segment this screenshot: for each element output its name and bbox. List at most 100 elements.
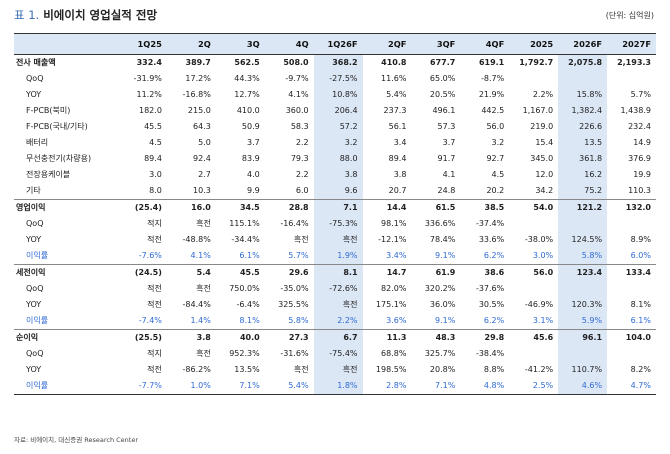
table-cell: -38.4% <box>475 349 505 358</box>
table-cell: 5.8% <box>558 248 608 265</box>
table-cell: 20.8% <box>429 365 456 374</box>
table-cell: 410.0 <box>236 106 260 115</box>
table-cell: 3.8 <box>393 170 407 179</box>
table-cell: 68.8% <box>381 349 407 358</box>
table-number: 표 1. <box>14 8 40 22</box>
table-row: 이익률 -7.6% 4.1% 6.1% 5.7% 1.9% 3.4% 9.1% 6.2% 3.0%… <box>14 248 656 265</box>
table-cell: 376.9 <box>628 154 651 163</box>
table-cell: 4.1 <box>442 170 456 179</box>
table-cell: 45.5 <box>144 122 162 131</box>
table-cell: 20.7 <box>388 186 407 195</box>
table-cell: 5.0 <box>198 138 211 147</box>
table-cell: 619.1 <box>478 58 505 67</box>
table-cell: 13.5 <box>558 135 608 151</box>
table-cell: 1,382.4 <box>558 103 608 119</box>
table-cell: 3.4 <box>393 138 407 147</box>
table-cell: 34.2 <box>535 186 554 195</box>
table-cell: 82.0% <box>381 284 407 293</box>
table-cell: 11.3 <box>362 329 412 346</box>
table-cell: 적전 <box>147 365 162 374</box>
table-cell: 48.3 <box>411 329 461 346</box>
table-row: 배터리 4.5 5.0 3.7 2.2 3.2 3.4 3.7 3.2 15.4 13.5 14.9 <box>14 135 656 151</box>
row-label: 전장용케이블 <box>26 170 71 179</box>
table-cell: 3.4% <box>386 251 407 260</box>
table-cell <box>607 281 656 297</box>
table-cell: 15.4 <box>535 138 554 147</box>
table-cell: 496.1 <box>432 106 456 115</box>
table-cell: 2.2 <box>295 138 309 147</box>
table-cell: 232.4 <box>628 122 651 131</box>
column-header: 1Q26F <box>313 33 363 55</box>
table-cell: 89.4 <box>144 154 162 163</box>
table-cell: 219.0 <box>530 122 554 131</box>
table-cell: 3.7 <box>246 138 260 147</box>
table-cell: -38.0% <box>524 235 554 244</box>
table-cell: 8.1% <box>630 300 651 309</box>
table-row: 이익률 -7.4% 1.4% 8.1% 5.8% 2.2% 3.6% 9.1% 6.2% 3.1%… <box>14 313 656 330</box>
table-cell: 198.5% <box>375 365 407 374</box>
header-corner <box>14 33 118 55</box>
table-cell: 8.1 <box>313 264 363 281</box>
table-cell: 104.0 <box>607 329 656 346</box>
table-cell: 19.9 <box>633 170 651 179</box>
table-cell: 368.2 <box>313 54 363 71</box>
table-cell: 3.2 <box>313 135 363 151</box>
table-cell: 3.2 <box>491 138 505 147</box>
table-cell: 56.0 <box>509 264 559 281</box>
table-cell: 78.4% <box>429 235 456 244</box>
table-cell: 4.5 <box>149 138 162 147</box>
table-cell: 흑전 <box>293 365 309 374</box>
table-cell: 1.8% <box>313 378 363 395</box>
table-cell <box>558 346 608 362</box>
table-cell: 4.8% <box>460 378 510 395</box>
table-cell: 89.4 <box>388 154 407 163</box>
table-cell: 6.1% <box>630 316 651 325</box>
table-cell: 9.9 <box>246 186 260 195</box>
table-cell: 27.3 <box>264 329 314 346</box>
table-cell: 11.2% <box>136 90 162 99</box>
table-cell: 336.6% <box>424 219 456 228</box>
table-cell: 115.1% <box>229 219 260 228</box>
column-header: 3QF <box>411 33 461 55</box>
table-cell: 8.2% <box>630 365 651 374</box>
table-row: 영업이익 (25.4) 16.0 34.5 28.8 7.1 14.4 61.5 38.5 54.… <box>14 199 656 216</box>
row-label: 순이익 <box>14 329 118 346</box>
table-cell: 45.6 <box>509 329 559 346</box>
table-cell: 120.3% <box>558 297 608 313</box>
column-header: 2Q <box>166 33 216 55</box>
table-cell: 320.2% <box>424 284 456 293</box>
row-label: 이익률 <box>26 251 49 260</box>
row-label: 이익률 <box>26 316 49 325</box>
table-cell: 96.1 <box>558 329 608 346</box>
table-cell: 562.5 <box>234 58 260 67</box>
earnings-table: 1Q25 2Q 3Q 4Q 1Q26F 2QF 3QF 4QF 2025 2026F 2027F 전… <box>14 33 656 395</box>
table-cell <box>509 346 558 362</box>
table-cell: 123.4 <box>558 264 608 281</box>
row-label: YOY <box>26 300 42 309</box>
table-cell: 237.3 <box>383 106 407 115</box>
table-cell: 325.7% <box>424 349 456 358</box>
table-cell <box>607 71 656 87</box>
table-cell: (25.5) <box>118 329 167 346</box>
table-cell: 4.1% <box>288 90 309 99</box>
column-header: 4Q <box>264 33 314 55</box>
table-cell: 98.1% <box>381 219 407 228</box>
table-cell: 8.9% <box>630 235 651 244</box>
table-cell: 332.4 <box>136 58 162 67</box>
row-label: 기타 <box>26 186 41 195</box>
row-label: QoQ <box>26 284 44 293</box>
table-cell: 75.2 <box>558 183 608 200</box>
table-cell: 61.5 <box>411 199 461 216</box>
table-cell: 1,167.0 <box>522 106 554 115</box>
table-cell: 적전 <box>147 300 162 309</box>
table-cell <box>509 281 558 297</box>
table-title-text: 비에이치 영업실적 전망 <box>43 8 158 22</box>
table-title: 표 1. 비에이치 영업실적 전망 <box>14 7 157 23</box>
table-cell: 58.3 <box>290 122 309 131</box>
table-cell: 215.0 <box>187 106 211 115</box>
table-cell: 34.5 <box>215 199 265 216</box>
table-cell: -41.2% <box>524 365 554 374</box>
table-cell: 6.2% <box>483 316 505 325</box>
table-row: YOY 적전 -86.2% 13.5% 흑전 흑전 198.5% 20.8% 8.8% -41.2… <box>14 362 656 378</box>
